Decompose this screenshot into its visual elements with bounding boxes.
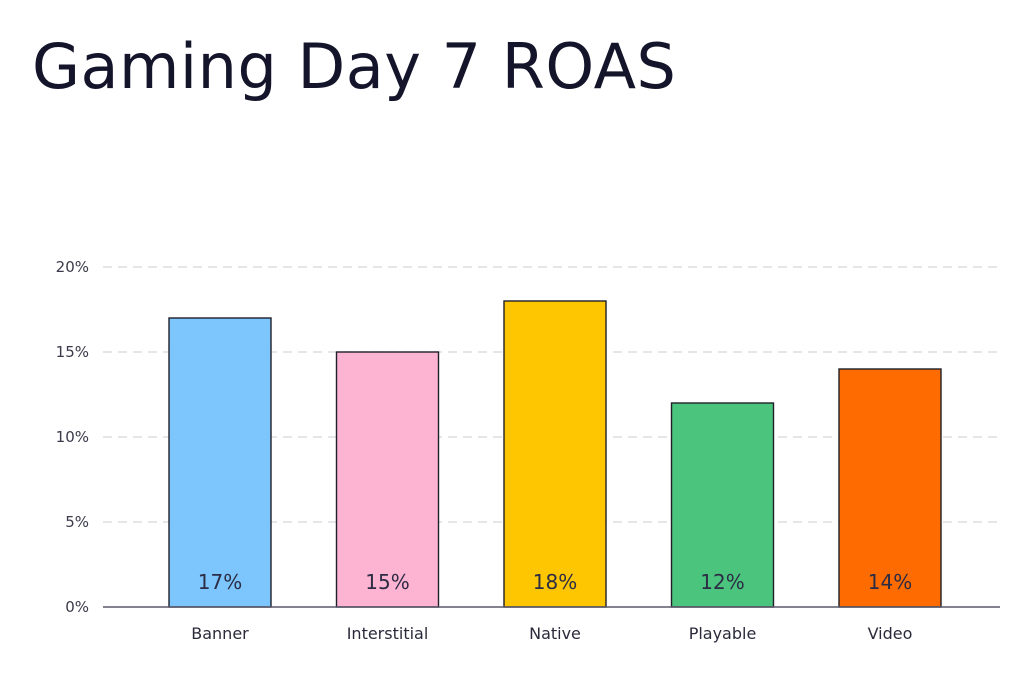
x-category-label: Native	[529, 624, 581, 643]
y-tick-label: 20%	[56, 258, 89, 276]
data-label: 14%	[868, 570, 912, 594]
bar-native	[503, 300, 607, 608]
y-tick-label: 0%	[65, 598, 89, 616]
bar-banner	[168, 317, 272, 608]
x-category-label: Video	[868, 624, 913, 643]
data-labels: 17% 15% 18% 12% 14%	[198, 570, 912, 594]
data-label: 15%	[365, 570, 409, 594]
x-category-label: Playable	[689, 624, 757, 643]
data-label: 12%	[700, 570, 744, 594]
x-axis-categories: Banner Interstitial Native Playable Video	[191, 624, 912, 643]
y-tick-label: 10%	[56, 428, 89, 446]
y-tick-label: 5%	[65, 513, 89, 531]
y-tick-label: 15%	[56, 343, 89, 361]
x-category-label: Banner	[191, 624, 249, 643]
y-axis-ticks: 0% 5% 10% 15% 20%	[56, 258, 89, 616]
data-label: 18%	[533, 570, 577, 594]
bars	[168, 300, 942, 608]
chart-title: Gaming Day 7 ROAS	[32, 30, 677, 103]
bar-interstitial	[335, 351, 440, 608]
bar-playable	[670, 402, 775, 608]
bar-video	[838, 368, 942, 608]
x-category-label: Interstitial	[347, 624, 429, 643]
data-label: 17%	[198, 570, 242, 594]
